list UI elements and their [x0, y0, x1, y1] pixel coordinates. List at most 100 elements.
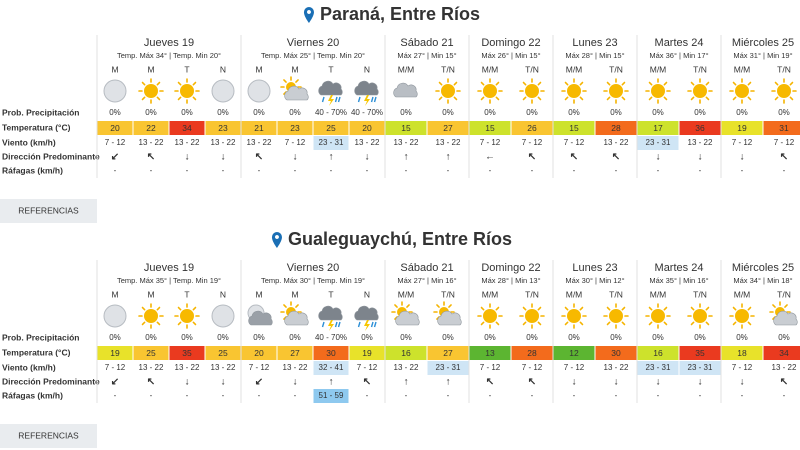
- temp-value: 23: [290, 123, 300, 133]
- lightning: [328, 320, 334, 331]
- weather-icon: [318, 305, 343, 331]
- day-temps: Máx 28° | Min 15°: [565, 51, 624, 60]
- day-name: Sábado 21: [400, 37, 453, 49]
- wind-value: 7 - 12: [774, 138, 795, 147]
- precip-value: 0%: [400, 108, 412, 117]
- wind-value: 32 - 41: [319, 363, 344, 372]
- rain-drop: [357, 321, 361, 328]
- row-label: Prob. Precipitación: [2, 107, 79, 117]
- sun-ray: [192, 96, 197, 101]
- sun-ray: [177, 321, 182, 326]
- wind-value: 13 - 22: [394, 138, 419, 147]
- temp-value: 19: [362, 348, 372, 358]
- references-button[interactable]: REFERENCIAS: [0, 199, 97, 223]
- temp-value: 12: [569, 348, 579, 358]
- temp-value: 35: [695, 348, 705, 358]
- day-name: Miércoles 25: [732, 262, 794, 274]
- day-name: Jueves 19: [144, 262, 194, 274]
- gust-value: -: [489, 391, 492, 400]
- wind-value: 7 - 12: [564, 138, 585, 147]
- button-label[interactable]: REFERENCIAS: [18, 205, 79, 215]
- wind-value: 13 - 22: [139, 138, 164, 147]
- button-bg[interactable]: [0, 424, 97, 448]
- weather-icon: [519, 303, 545, 329]
- sun-ray: [690, 321, 695, 326]
- sun-disc: [651, 84, 665, 98]
- sun-ray: [606, 306, 611, 311]
- wind-value: 7 - 12: [105, 363, 126, 372]
- sun-ray: [522, 96, 527, 101]
- wind-value: 13 - 22: [436, 138, 461, 147]
- sun-ray: [732, 96, 737, 101]
- row-label: Viento (km/h): [2, 137, 56, 147]
- day-temps: Temp. Máx 30° | Temp. Min 19°: [261, 276, 365, 285]
- sun-ray: [495, 321, 500, 326]
- sun-ray: [663, 81, 668, 86]
- sun-ray: [579, 306, 584, 311]
- sun-disc: [693, 84, 707, 98]
- precip-value: 0%: [109, 108, 121, 117]
- temp-cell: [241, 346, 277, 360]
- references-button[interactable]: REFERENCIAS: [0, 424, 97, 448]
- sun-ray: [156, 321, 161, 326]
- cloud: [354, 305, 379, 321]
- sun-ray: [537, 321, 542, 326]
- cloud: [318, 80, 343, 96]
- gust-value: -: [114, 391, 117, 400]
- sun-ray: [537, 81, 542, 86]
- button-label[interactable]: REFERENCIAS: [18, 430, 79, 440]
- precip-value: 40 - 70%: [315, 333, 347, 342]
- sun-ray: [621, 306, 626, 311]
- row-label: Temperatura (°C): [2, 347, 71, 357]
- weather-icon: [477, 303, 503, 329]
- period-label: M: [255, 64, 262, 74]
- wind-alert-cell: [637, 136, 679, 150]
- precip-value: 0%: [289, 108, 301, 117]
- wind-direction: ↓: [614, 377, 619, 388]
- temp-value: 31: [779, 123, 789, 133]
- period-label: N: [364, 64, 370, 74]
- wind-direction: ↑: [446, 152, 451, 163]
- sun-ray: [606, 96, 611, 101]
- sun-disc: [777, 84, 791, 98]
- wind-value: 13 - 22: [175, 363, 200, 372]
- wind-direction: ↓: [185, 152, 190, 163]
- weather-icon: [174, 303, 200, 329]
- temp-cell: [133, 346, 169, 360]
- wind-value: 13 - 22: [688, 138, 713, 147]
- day-temps: Máx 34° | Min 18°: [733, 276, 792, 285]
- wind-direction: ↖: [363, 377, 371, 388]
- cloud: [354, 80, 379, 96]
- gust-value: -: [447, 391, 450, 400]
- day-temps: Máx 26° | Min 15°: [481, 51, 540, 60]
- wind-value: 13 - 22: [394, 363, 419, 372]
- weather-icon: [138, 303, 164, 329]
- sun-ray: [663, 96, 668, 101]
- sun-ray: [537, 96, 542, 101]
- sun-ray: [606, 81, 611, 86]
- weather-icon: [687, 78, 713, 104]
- precip-value: 0%: [253, 333, 265, 342]
- precip-value: 0%: [181, 333, 193, 342]
- city-title: Gualeguaychú, Entre Ríos: [288, 229, 512, 249]
- sun-ray: [732, 81, 737, 86]
- temp-cell: [97, 346, 133, 360]
- temp-cell: [679, 121, 721, 135]
- rain-drop: [357, 96, 361, 103]
- weather-icon: [280, 301, 309, 326]
- temp-value: 16: [401, 348, 411, 358]
- sun-ray: [448, 304, 452, 308]
- gust-value: -: [114, 166, 117, 175]
- wind-value: 13 - 22: [211, 363, 236, 372]
- rain-drop: [334, 96, 338, 103]
- wind-direction: ↙: [111, 377, 119, 388]
- moon-disc: [103, 304, 127, 328]
- temp-value: 20: [110, 123, 120, 133]
- sun-ray: [480, 321, 485, 326]
- button-bg[interactable]: [0, 199, 97, 223]
- sun-ray: [177, 81, 182, 86]
- sun-ray: [156, 81, 161, 86]
- sun-ray: [648, 96, 653, 101]
- gust-value: -: [615, 391, 618, 400]
- temp-cell: [637, 346, 679, 360]
